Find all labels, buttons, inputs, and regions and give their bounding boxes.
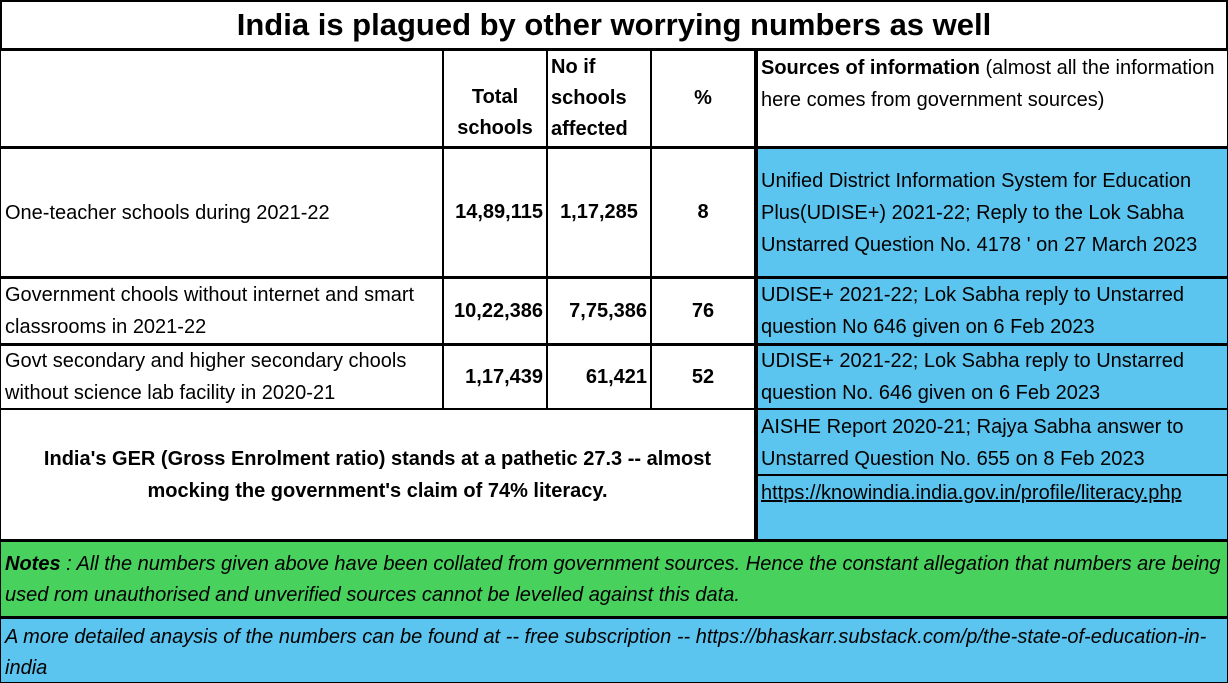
row-label: One-teacher schools during 2021-22 bbox=[0, 147, 443, 277]
row-affected: 7,75,386 bbox=[547, 277, 651, 344]
footer-analysis-link[interactable]: A more detailed anaysis of the numbers c… bbox=[0, 617, 1228, 683]
header-percent: % bbox=[651, 50, 755, 147]
row-total: 10,22,386 bbox=[443, 277, 547, 344]
page-title: India is plagued by other worrying numbe… bbox=[0, 0, 1228, 50]
row-affected: 61,421 bbox=[547, 344, 651, 409]
row-label: Government chools without internet and s… bbox=[0, 277, 443, 344]
literacy-source-link[interactable]: https://knowindia.india.gov.in/profile/l… bbox=[755, 475, 1228, 540]
row-total: 14,89,115 bbox=[443, 147, 547, 277]
notes-label: Notes bbox=[5, 553, 61, 575]
ger-source: AISHE Report 2020-21; Rajya Sabha answer… bbox=[755, 409, 1228, 475]
row-source: UDISE+ 2021-22; Lok Sabha reply to Unsta… bbox=[755, 277, 1228, 344]
row-affected: 1,17,285 bbox=[547, 147, 651, 277]
header-blank-cell bbox=[0, 50, 443, 147]
row-percent: 8 bbox=[651, 147, 755, 277]
header-sources: Sources of information (almost all the i… bbox=[755, 50, 1228, 147]
notes-box: Notes : All the numbers given above have… bbox=[0, 540, 1228, 617]
row-percent: 76 bbox=[651, 277, 755, 344]
header-sources-bold: Sources of information bbox=[761, 57, 980, 79]
header-total-schools: Total schools bbox=[443, 50, 547, 147]
row-percent: 52 bbox=[651, 344, 755, 409]
row-source: Unified District Information System for … bbox=[755, 147, 1228, 277]
header-sources-note: (almost all the information here comes f… bbox=[761, 57, 1215, 111]
notes-text: : All the numbers given above have been … bbox=[5, 553, 1221, 606]
ger-statement: India's GER (Gross Enrolment ratio) stan… bbox=[0, 409, 755, 540]
row-total: 1,17,439 bbox=[443, 344, 547, 409]
row-source: UDISE+ 2021-22; Lok Sabha reply to Unsta… bbox=[755, 344, 1228, 409]
header-schools-affected: No if schools affected bbox=[547, 50, 651, 147]
row-label: Govt secondary and higher secondary choo… bbox=[0, 344, 443, 409]
